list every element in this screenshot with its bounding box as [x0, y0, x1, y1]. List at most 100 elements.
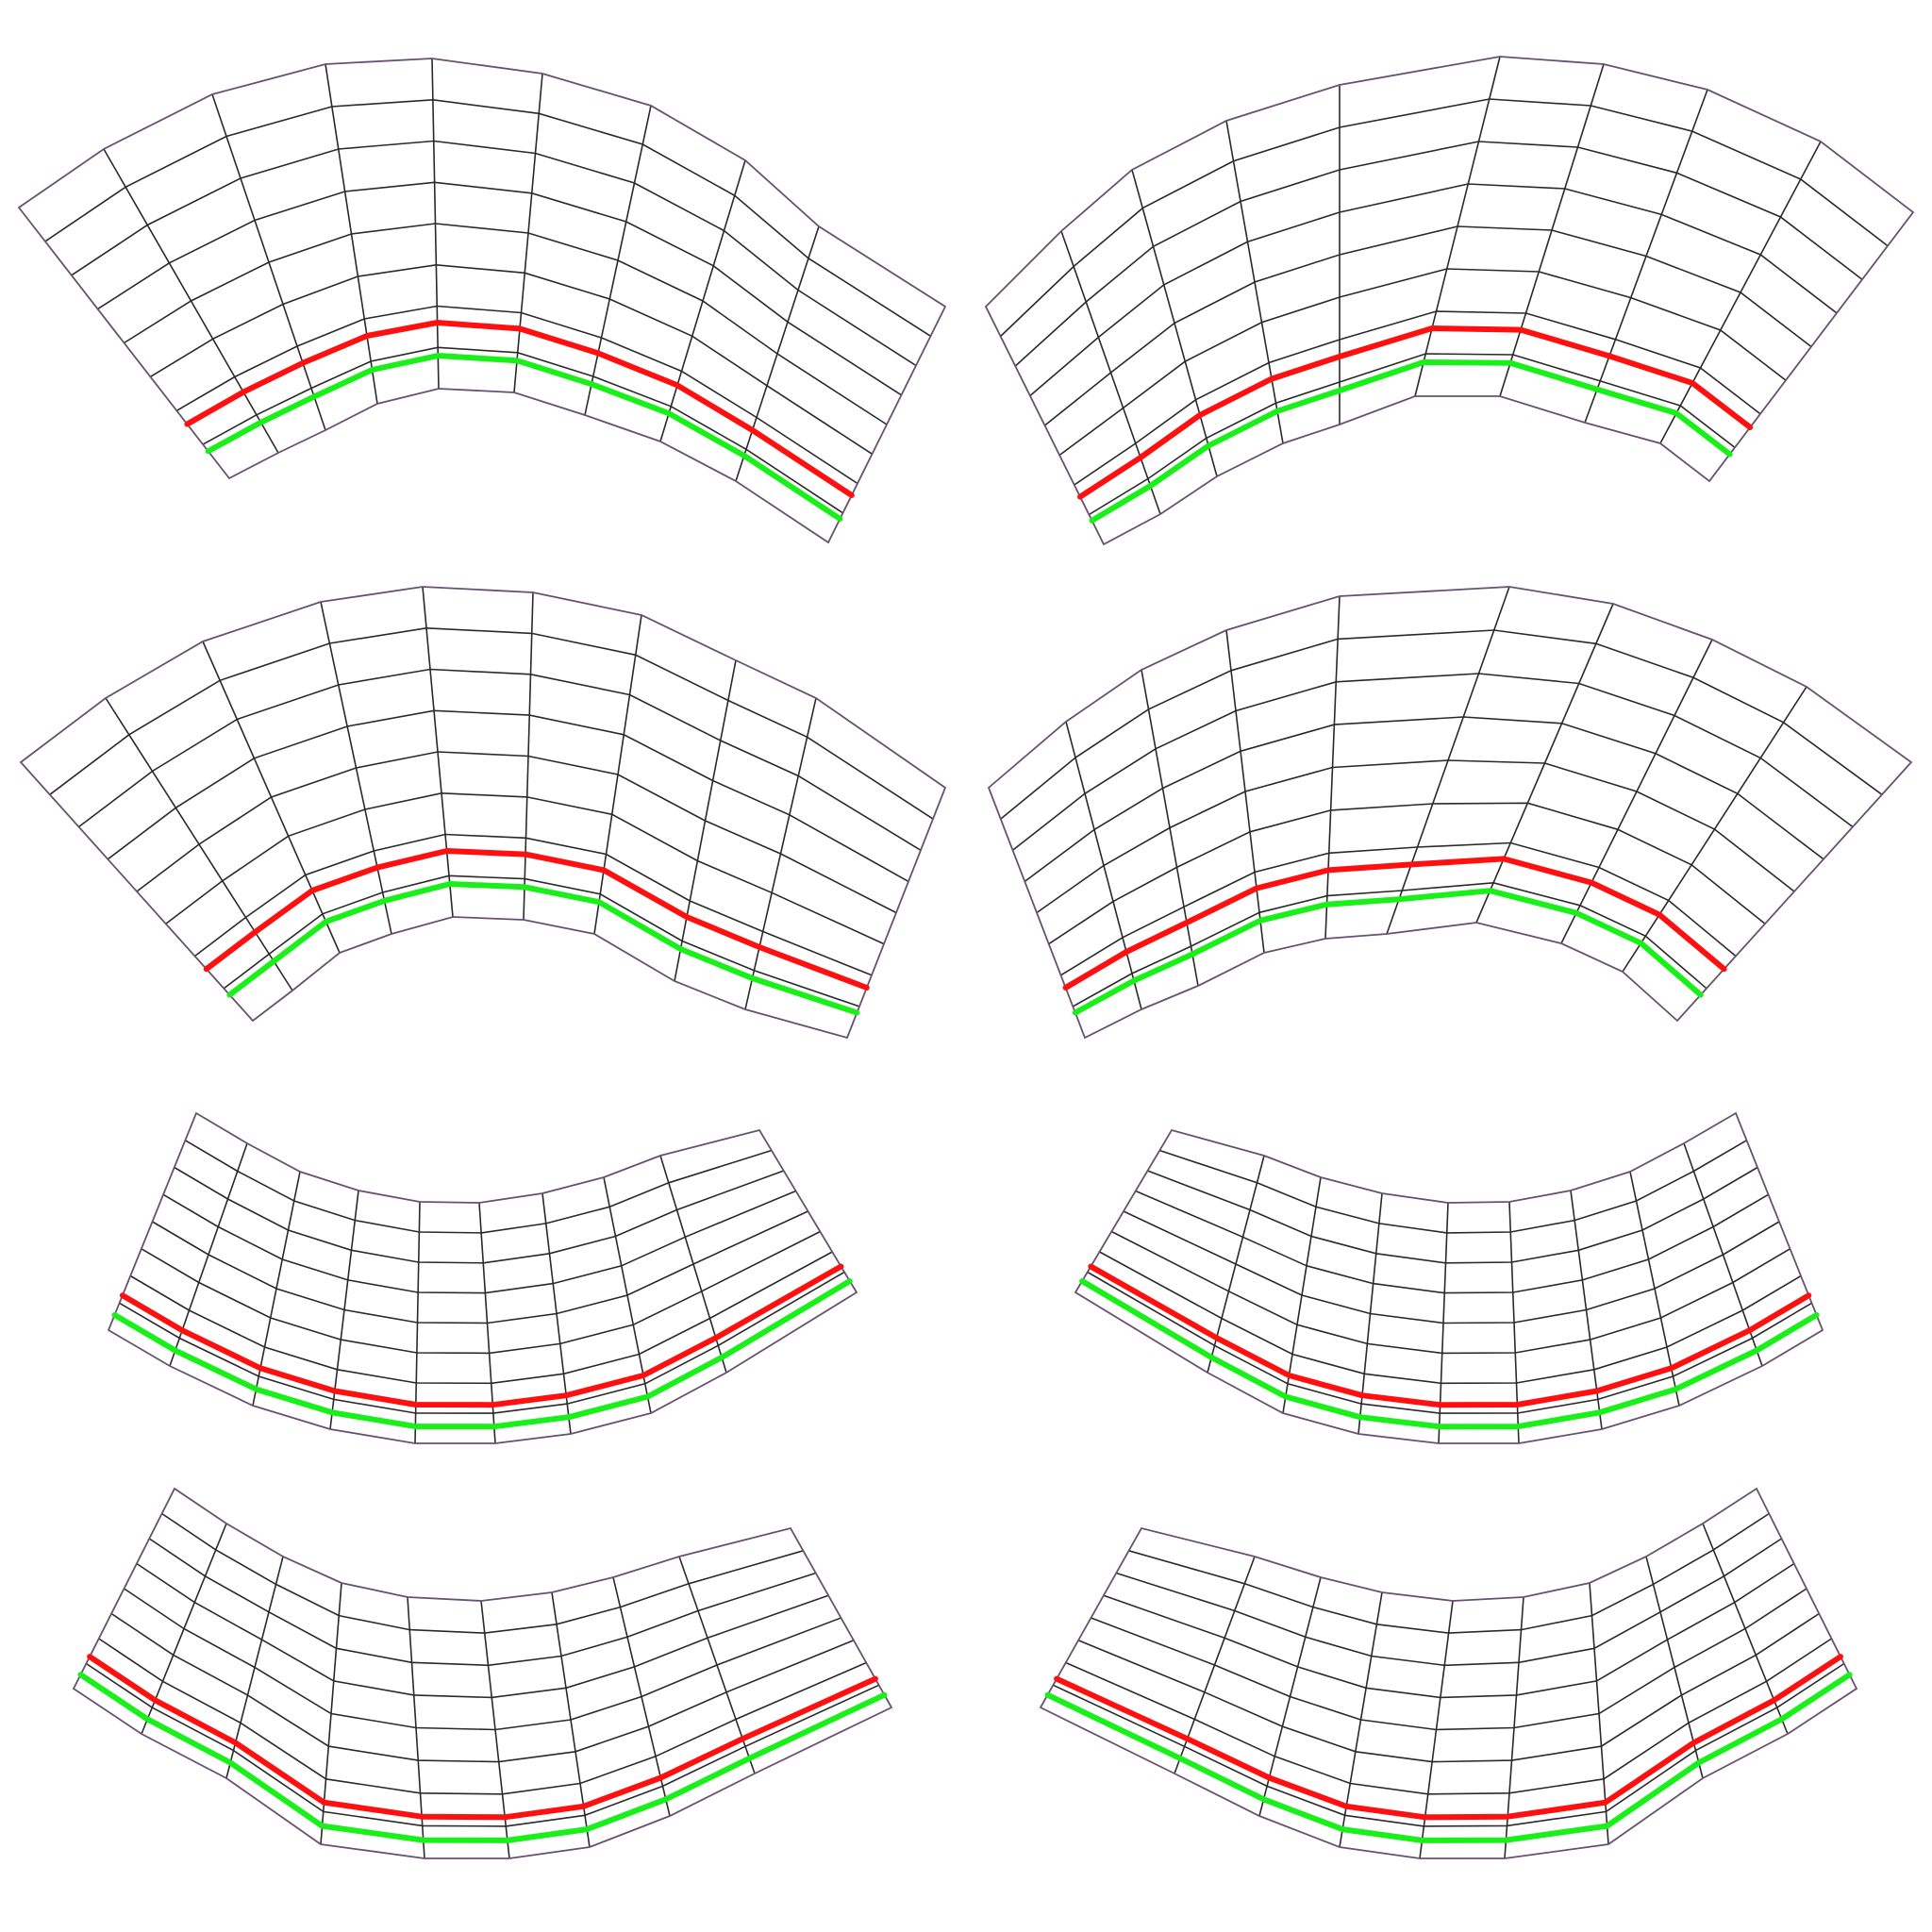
- mesh-row-line: [1077, 1612, 1820, 1763]
- mesh-row-line: [1103, 1562, 1795, 1699]
- green-curve: [1072, 888, 1704, 1016]
- mesh-row-line: [1000, 629, 1883, 820]
- mesh-row-line: [44, 98, 931, 337]
- mesh-row-line: [1053, 1662, 1845, 1827]
- mesh-row-line: [119, 1271, 845, 1414]
- mesh-row-line: [1135, 1190, 1769, 1294]
- mesh-row-line: [1099, 1251, 1802, 1385]
- mesh-row-line: [1123, 1210, 1780, 1324]
- mesh-column-line: [103, 148, 279, 454]
- mesh-row-line: [1024, 716, 1824, 883]
- mesh-outline: [107, 1111, 858, 1444]
- mesh-outline: [987, 586, 1913, 1040]
- mesh-row-line: [174, 1166, 785, 1264]
- red-curve: [1054, 1654, 1843, 1821]
- red-curve: [87, 1654, 878, 1821]
- mesh-row-line: [78, 668, 922, 851]
- mesh-row-line: [141, 1230, 821, 1355]
- mesh-row-line: [1044, 225, 1812, 426]
- red-curve: [1088, 1263, 1812, 1408]
- mesh-row-line: [1058, 268, 1787, 457]
- mesh-row-line: [1014, 141, 1863, 367]
- mesh-row-line: [1116, 1538, 1782, 1667]
- mesh-panel-third-left: [107, 1111, 858, 1444]
- mesh-column-line: [1386, 586, 1510, 935]
- mesh-column-line: [674, 659, 737, 982]
- mesh-row-line: [1147, 1166, 1758, 1264]
- mesh-outline: [984, 56, 1915, 546]
- mesh-column-line: [1065, 721, 1142, 1010]
- mesh-row-line: [194, 833, 873, 976]
- mesh-row-line: [202, 346, 843, 514]
- green-curve: [226, 881, 860, 1016]
- red-curve: [1062, 856, 1727, 991]
- mesh-column-line: [1225, 120, 1284, 444]
- mesh-row-line: [49, 626, 934, 820]
- red-curve: [184, 320, 855, 498]
- mesh-row-line: [1012, 673, 1854, 851]
- mesh-column-line: [735, 225, 820, 482]
- mesh-row-line: [1128, 1512, 1770, 1634]
- mesh-row-line: [71, 140, 917, 367]
- mesh-row-line: [1029, 183, 1838, 397]
- red-curve: [119, 1263, 844, 1408]
- mesh-row-line: [1159, 1140, 1747, 1234]
- mesh-row-line: [184, 1140, 773, 1234]
- mesh-column-line: [431, 58, 440, 390]
- mesh-row-line: [97, 181, 902, 396]
- mesh-row-line: [129, 1251, 833, 1385]
- mesh-row-line: [1060, 841, 1737, 976]
- mesh-panel-third-right: [1074, 1111, 1824, 1444]
- mesh-row-line: [110, 1612, 855, 1763]
- green-curve: [77, 1672, 888, 1843]
- mesh-row-line: [1088, 353, 1736, 516]
- mesh-column-line: [659, 159, 746, 442]
- mesh-row-line: [149, 263, 873, 455]
- mesh-column-line: [202, 641, 341, 954]
- mesh-column-line: [1414, 56, 1501, 397]
- mesh-row-line: [165, 791, 885, 945]
- mesh-column-line: [1622, 686, 1807, 973]
- mesh-panel-top-left: [17, 58, 947, 544]
- mesh-row-line: [124, 1588, 841, 1731]
- mesh-row-line: [1087, 1271, 1812, 1414]
- mesh-panel-second-right: [987, 586, 1913, 1040]
- mesh-row-line: [162, 1190, 796, 1294]
- mesh-column-line: [1475, 603, 1614, 924]
- mesh-column-line: [744, 697, 817, 1010]
- red-curve: [203, 848, 870, 991]
- mesh-column-line: [1659, 141, 1822, 444]
- mesh-column-line: [105, 697, 293, 991]
- mesh-column-line: [1225, 629, 1265, 954]
- mesh-column-line: [523, 591, 534, 921]
- mesh-row-line: [85, 1662, 879, 1827]
- green-curve: [1089, 359, 1733, 524]
- mesh-outline: [72, 1487, 893, 1859]
- mesh-column-line: [1131, 169, 1218, 477]
- mesh-row-line: [1000, 98, 1889, 338]
- mesh-column-line: [1060, 230, 1161, 515]
- mesh-row-line: [175, 305, 858, 485]
- mesh-row-line: [136, 751, 897, 914]
- mesh-row-line: [98, 1638, 867, 1795]
- mesh-row-line: [1065, 1638, 1832, 1795]
- mesh-column-line: [1584, 89, 1708, 424]
- mesh-column-line: [593, 614, 642, 935]
- mesh-panel-bottom-right: [1039, 1487, 1858, 1859]
- mesh-column-line: [584, 105, 652, 416]
- mesh-row-line: [152, 1210, 808, 1324]
- mesh-row-line: [223, 874, 860, 1008]
- mesh-row-line: [1072, 881, 1707, 1008]
- mesh-row-line: [1074, 310, 1761, 486]
- mesh-panel-second-left: [19, 586, 947, 1040]
- mesh-row-line: [1091, 1588, 1807, 1731]
- mesh-column-line: [422, 586, 454, 918]
- mesh-column-line: [513, 73, 543, 393]
- mesh-row-line: [1048, 802, 1766, 945]
- mesh-column-line: [1324, 595, 1341, 940]
- mesh-panel-bottom-left: [72, 1487, 893, 1859]
- green-curve: [205, 353, 843, 522]
- mesh-outline: [1039, 1487, 1858, 1859]
- mesh-column-line: [325, 63, 378, 405]
